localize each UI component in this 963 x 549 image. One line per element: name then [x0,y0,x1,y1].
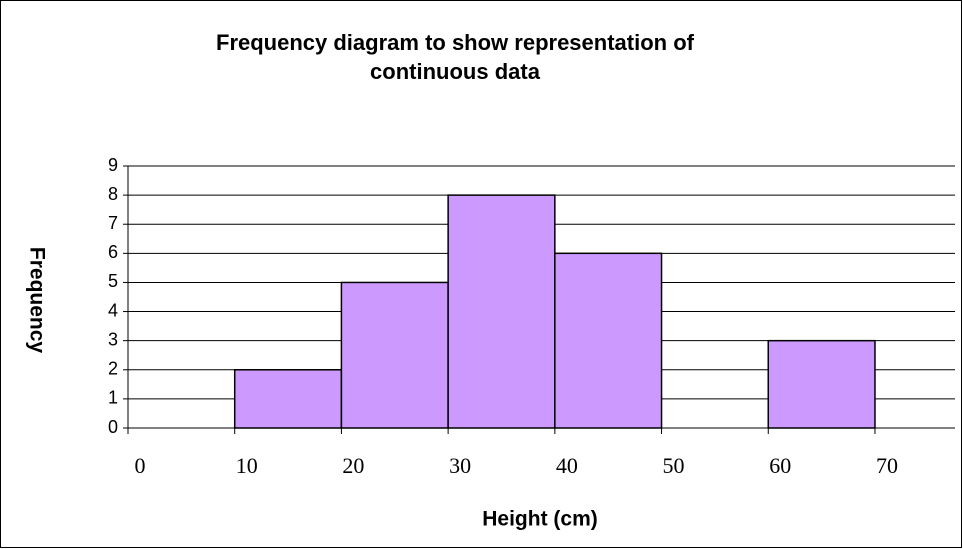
bar [554,252,663,429]
x-tick-label: 40 [556,453,578,478]
y-tick-label: 3 [108,329,118,349]
y-tick-label: 7 [108,213,118,233]
x-tick-label: 50 [663,453,685,478]
chart-title: Frequency diagram to show representation… [216,30,694,84]
bar [447,194,556,429]
bar [767,339,876,429]
y-tick-label: 5 [108,271,118,291]
x-tick-label: 20 [342,453,364,478]
y-tick-label: 1 [108,388,118,408]
x-tick-label: 60 [769,453,791,478]
bar [233,369,343,429]
x-tick-label: 30 [449,453,471,478]
y-tick-label: 9 [108,155,118,175]
y-tick-label: 8 [108,184,118,204]
x-tick-label: 10 [236,453,258,478]
bar [340,281,449,429]
y-tick-label: 6 [108,242,118,262]
x-tick-label: 70 [876,453,898,478]
x-tick-label: 0 [135,453,146,478]
y-tick-label: 0 [108,417,118,437]
x-axis-label: Height (cm) [482,508,598,531]
y-axis-label: Frequency [25,247,48,354]
y-tick-label: 4 [108,300,118,320]
y-tick-label: 2 [108,359,118,379]
